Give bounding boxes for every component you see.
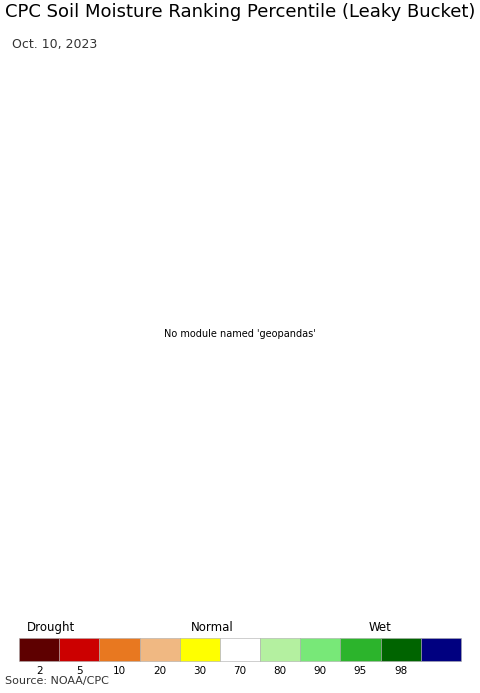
Bar (300, 638, 340, 661)
Bar (60, 638, 99, 661)
Text: 2: 2 (36, 665, 43, 676)
Text: 10: 10 (113, 665, 126, 676)
Bar (140, 638, 180, 661)
Text: 30: 30 (193, 665, 206, 676)
Bar (19, 638, 60, 661)
Text: Oct. 10, 2023: Oct. 10, 2023 (12, 38, 97, 51)
Text: 95: 95 (354, 665, 367, 676)
Text: 70: 70 (233, 665, 247, 676)
Bar (180, 638, 220, 661)
Text: 5: 5 (76, 665, 83, 676)
Text: 20: 20 (153, 665, 166, 676)
Bar (260, 638, 300, 661)
Text: 98: 98 (394, 665, 407, 676)
Text: Wet: Wet (369, 621, 392, 634)
Bar (420, 638, 461, 661)
Text: Source: NOAA/CPC: Source: NOAA/CPC (5, 676, 108, 686)
Text: CPC Soil Moisture Ranking Percentile (Leaky Bucket): CPC Soil Moisture Ranking Percentile (Le… (5, 3, 475, 21)
Text: Normal: Normal (191, 621, 233, 634)
Bar (340, 638, 381, 661)
Bar (381, 638, 420, 661)
Text: 80: 80 (274, 665, 287, 676)
Text: 90: 90 (314, 665, 327, 676)
Bar (99, 638, 140, 661)
Bar (220, 638, 260, 661)
Text: Drought: Drought (27, 621, 75, 634)
Text: No module named 'geopandas': No module named 'geopandas' (164, 329, 316, 340)
